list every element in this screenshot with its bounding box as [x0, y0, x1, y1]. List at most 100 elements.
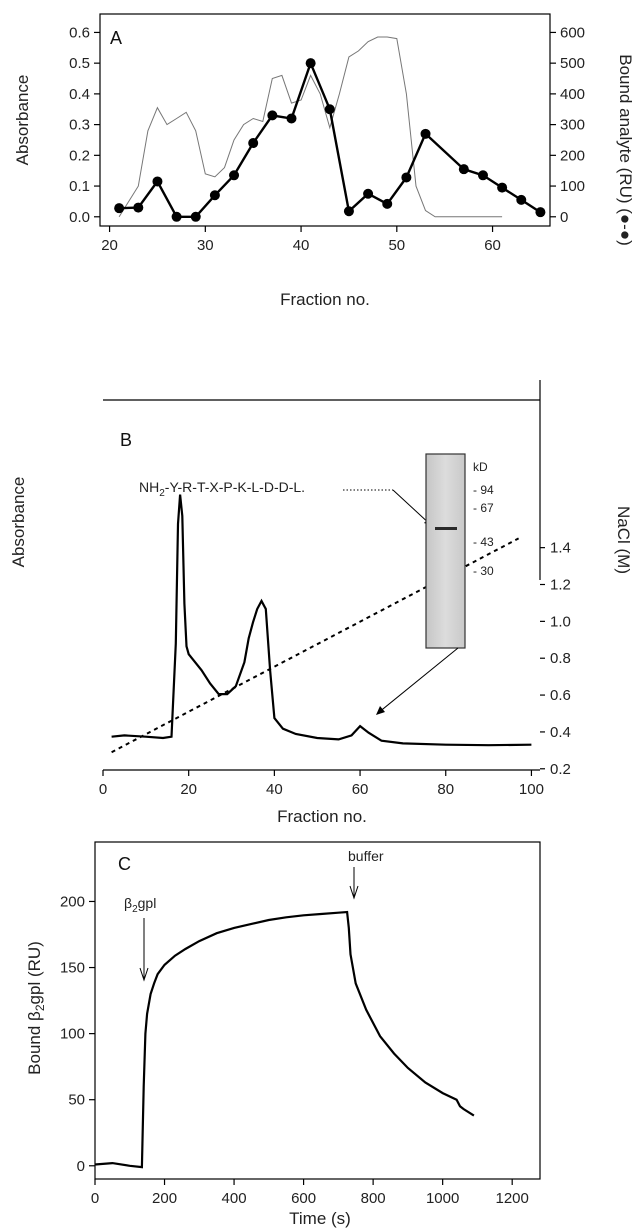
- panel-a: A 20 30 40 50 60 0.0 0.1 0.2 0.3 0.4 0.5 0.6 0 100 2…: [13, 13, 635, 309]
- panel-c-binding-curve: [94, 910, 475, 1169]
- gel-inset: [425, 453, 466, 649]
- panel-a-y2-ticks: 0 100 200 300 400 500 600: [550, 24, 585, 226]
- panel-a-data-point: [363, 188, 374, 199]
- annotation-inject: β2gpl: [124, 895, 156, 915]
- panel-a-x-axis-label: Fraction no.: [280, 290, 370, 309]
- panel-a-data-point: [420, 128, 431, 139]
- gel-unit-label: kD: [473, 460, 488, 474]
- panel-c-x-tick-label: 400: [222, 1190, 247, 1207]
- panel-a-absorbance-line: [118, 36, 503, 218]
- panel-a-x-tick-label: 40: [293, 237, 310, 254]
- panel-a-data-point: [305, 58, 316, 69]
- panel-c-x-tick-label: 800: [361, 1190, 386, 1207]
- panel-a-y2-tick-label: 200: [560, 147, 585, 164]
- panel-c-y-tick-label: 100: [60, 1026, 85, 1043]
- panel-a-x-tick-label: 50: [388, 237, 405, 254]
- panel-a-y-tick-label: 0.1: [69, 178, 90, 195]
- sequence-subscript: 2: [159, 488, 165, 499]
- panel-c-x-axis-label: Time (s): [289, 1209, 351, 1228]
- panel-b-y2-axis-label: NaCl (M): [614, 506, 633, 574]
- panel-c-y-tick-label: 200: [60, 893, 85, 910]
- gel-marker-67: - 67: [473, 501, 494, 515]
- ylabel-subscript: 2: [33, 1004, 47, 1011]
- gel-marker-30: - 30: [473, 564, 494, 578]
- panel-c-x-tick-label: 1000: [426, 1190, 459, 1207]
- panel-a-y2-axis-label: Bound analyte (RU) (●-●): [616, 54, 635, 246]
- panel-a-data-point: [152, 176, 163, 187]
- panel-a-y-tick-label: 0.5: [69, 55, 90, 72]
- panel-a-bound-analyte-line: [119, 59, 542, 218]
- panel-a-data-point: [477, 170, 488, 181]
- panel-b-y2-tick-label: 0.6: [550, 687, 571, 704]
- panel-b-label: B: [120, 430, 132, 450]
- panel-a-data-point: [401, 172, 412, 183]
- panel-a-x-ticks: 20 30 40 50 60: [101, 226, 501, 254]
- panel-a-x-tick-label: 30: [197, 237, 214, 254]
- gel-marker-94: - 94: [473, 483, 494, 497]
- panel-c-x-ticks: 0 200 400 600 800 1000 1200: [91, 1179, 529, 1207]
- panel-a-y-axis-label: Absorbance: [13, 75, 32, 166]
- panel-b-x-ticks: 0 20 40 60 80 100: [99, 769, 544, 798]
- panel-b-y-axis-label: Absorbance: [9, 477, 28, 568]
- panel-a-y-tick-label: 0.4: [69, 86, 90, 103]
- gel-band: [435, 527, 457, 530]
- ylabel-prefix: Bound β: [25, 1011, 44, 1075]
- panel-a-data-point: [324, 104, 335, 115]
- panel-b-y2-tick-label: 0.8: [550, 650, 571, 667]
- panel-b-x-axis-label: Fraction no.: [277, 807, 367, 826]
- panel-b-absorbance-line: [111, 494, 532, 747]
- gel-to-peak-arrowhead: [376, 706, 385, 715]
- panel-b-y2-tick-label: 0.2: [550, 761, 571, 778]
- panel-c-label: C: [118, 854, 131, 874]
- panel-a-data-point: [190, 211, 201, 222]
- panel-a-x-tick-label: 60: [484, 237, 501, 254]
- panel-a-y2-tick-label: 400: [560, 86, 585, 103]
- panel-c-y-tick-label: 50: [68, 1092, 85, 1109]
- panel-a-data-point: [286, 113, 297, 124]
- panel-a-y-ticks: 0.0 0.1 0.2 0.3 0.4 0.5 0.6: [69, 24, 100, 226]
- panel-b-x-tick-label: 80: [437, 781, 454, 798]
- panel-c-x-tick-label: 200: [152, 1190, 177, 1207]
- panel-a-plot-frame: [99, 13, 551, 227]
- sequence-prefix: NH: [139, 479, 159, 495]
- buffer-arrowhead: [349, 885, 359, 900]
- panel-a-label: A: [110, 28, 122, 48]
- panel-a-y-tick-label: 0.3: [69, 117, 90, 134]
- panel-a-y2-tick-label: 100: [560, 178, 585, 195]
- ylabel-suffix: gpl (RU): [25, 941, 44, 1004]
- panel-a-data-point: [343, 206, 354, 217]
- panel-b-y2-tick-label: 1.2: [550, 577, 571, 594]
- panel-b-y2-tick-label: 1.0: [550, 613, 571, 630]
- panel-a-data-point: [114, 203, 125, 214]
- panel-b-x-tick-label: 60: [352, 781, 369, 798]
- panel-a-x-tick-label: 20: [101, 237, 118, 254]
- panel-c-plot-frame: [94, 841, 541, 1180]
- panel-a-data-point: [267, 110, 278, 121]
- panel-a-data-point: [133, 202, 144, 213]
- panel-a-y2-tick-label: 0: [560, 209, 568, 226]
- inject-subscript: 2: [132, 904, 138, 915]
- panel-a-y-tick-label: 0.2: [69, 147, 90, 164]
- panel-b-sequence: NH2-Y-R-T-X-P-K-L-D-D-L.: [139, 479, 305, 499]
- panel-a-data-point: [209, 190, 220, 201]
- panel-a-markers: [114, 58, 546, 222]
- panel-a-data-point: [535, 207, 546, 218]
- panel-c-y-tick-label: 150: [60, 960, 85, 977]
- panel-a-y2-tick-label: 300: [560, 117, 585, 134]
- panel-a-y-tick-label: 0.6: [69, 24, 90, 41]
- panel-a-y2-tick-label: 600: [560, 24, 585, 41]
- panel-b: B 0 20 40 60 80 100 0.2 0.4 0.6 0.8 1.0 1.2 1.4 NH2…: [9, 380, 633, 826]
- panel-b-x-tick-label: 0: [99, 781, 107, 798]
- panel-c-y-tick-label: 0: [77, 1158, 85, 1175]
- panel-b-y2-tick-label: 0.4: [550, 724, 571, 741]
- gel-to-peak-arrow-line: [377, 647, 459, 714]
- panel-a-data-point: [171, 211, 182, 222]
- panel-c-x-tick-label: 600: [291, 1190, 316, 1207]
- panel-c-y-ticks: 0 50 100 150 200: [60, 893, 95, 1175]
- panel-b-x-tick-label: 20: [180, 781, 197, 798]
- panel-a-data-point: [516, 194, 527, 205]
- panel-b-x-tick-label: 40: [266, 781, 283, 798]
- inject-prefix: β: [124, 895, 132, 911]
